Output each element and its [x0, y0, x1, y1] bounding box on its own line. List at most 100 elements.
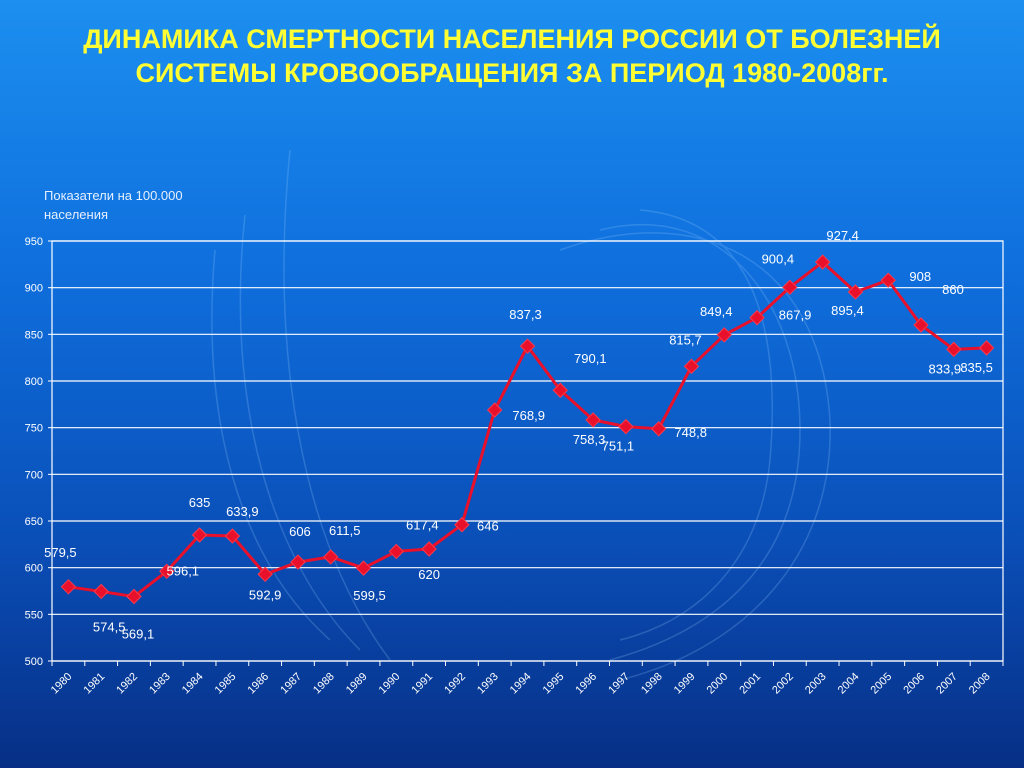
x-tick-label: 1980 — [49, 671, 75, 697]
data-label: 751,1 — [602, 439, 635, 454]
data-point — [978, 340, 995, 356]
chart-title: ДИНАМИКА СМЕРТНОСТИ НАСЕЛЕНИЯ РОССИИ ОТ … — [83, 24, 941, 88]
data-point — [323, 549, 339, 565]
data-label: 617,4 — [406, 517, 439, 532]
data-point — [749, 309, 765, 326]
y-axis-ticks: 500 550 600 650 700 750 800 850 900 950 — [25, 236, 43, 668]
data-point — [191, 527, 208, 543]
y-tick-label: 950 — [25, 236, 43, 248]
data-label: 635 — [189, 495, 211, 510]
data-point — [224, 528, 241, 544]
data-point — [355, 560, 372, 576]
y-axis-label: Показатели на 100.000 населения — [44, 188, 183, 222]
data-label: 611,5 — [329, 523, 361, 538]
data-point — [60, 579, 77, 595]
data-label: 599,5 — [353, 588, 386, 603]
data-point — [519, 338, 536, 354]
data-label: 837,3 — [509, 307, 542, 322]
y-tick-label: 800 — [25, 376, 43, 388]
x-tick-label: 1999 — [672, 671, 698, 697]
x-tick-label: 1986 — [245, 671, 271, 697]
y-tick-label: 750 — [25, 423, 43, 435]
data-label: 569,1 — [122, 627, 155, 642]
x-tick-label: 1996 — [573, 671, 599, 697]
data-label: 900,4 — [762, 251, 795, 266]
data-point — [421, 541, 437, 557]
data-point — [683, 358, 700, 375]
data-label: 815,7 — [669, 332, 702, 347]
data-label: 633,9 — [226, 504, 259, 519]
data-point — [93, 583, 109, 600]
data-point — [126, 588, 142, 605]
data-label: 927,4 — [826, 228, 859, 243]
data-label: 867,9 — [779, 308, 812, 323]
y-tick-label: 650 — [25, 516, 43, 528]
data-label: 895,4 — [831, 303, 864, 318]
data-point — [159, 563, 175, 580]
x-tick-label: 1987 — [278, 671, 304, 697]
x-tick-label: 1990 — [377, 671, 403, 697]
y-tick-label: 850 — [25, 329, 43, 341]
data-label: 620 — [418, 567, 440, 582]
x-tick-label: 2002 — [770, 671, 796, 697]
x-tick-label: 1984 — [180, 671, 206, 697]
data-point — [486, 402, 503, 418]
data-point — [847, 284, 864, 300]
x-tick-label: 1998 — [639, 671, 665, 697]
x-tick-label: 1994 — [508, 671, 534, 697]
data-point — [716, 327, 732, 343]
data-label: 574,5 — [93, 619, 126, 634]
data-label: 592,9 — [249, 587, 282, 602]
x-axis-ticks: 1980 1981 1982 1983 1984 1985 1986 1987 1988 1989… — [49, 671, 993, 697]
data-point — [782, 279, 798, 296]
data-point — [257, 566, 273, 583]
x-tick-label: 1997 — [606, 671, 632, 697]
gridlines — [48, 240, 1004, 666]
x-tick-label: 2003 — [803, 671, 829, 697]
background-decoration — [211, 149, 831, 681]
x-tick-label: 1988 — [311, 671, 337, 697]
data-point — [290, 554, 306, 570]
data-label: 849,4 — [700, 304, 733, 319]
data-point — [618, 418, 634, 435]
data-point — [880, 272, 896, 288]
x-tick-label: 2004 — [836, 671, 862, 697]
data-label: 596,1 — [167, 563, 200, 578]
data-point — [454, 517, 470, 533]
x-tick-label: 1982 — [114, 671, 140, 697]
data-markers — [60, 254, 995, 605]
data-label: 835,5 — [960, 360, 993, 375]
x-tick-label: 2005 — [869, 671, 895, 697]
data-label: 768,9 — [512, 408, 545, 423]
data-label: 646 — [477, 519, 499, 534]
data-label: 606 — [289, 524, 311, 539]
data-label: 790,1 — [574, 351, 607, 366]
y-tick-label: 500 — [25, 656, 43, 668]
y-tick-label: 550 — [25, 609, 43, 621]
x-tick-label: 1985 — [213, 671, 239, 697]
x-tick-label: 1992 — [442, 671, 468, 697]
data-point — [585, 412, 601, 428]
x-tick-label: 1989 — [344, 671, 370, 697]
data-point — [913, 317, 929, 333]
x-tick-label: 2006 — [901, 671, 927, 697]
data-point — [814, 254, 831, 270]
x-tick-label: 1983 — [147, 671, 173, 697]
data-label: 758,3 — [573, 432, 606, 447]
x-tick-label: 1995 — [541, 671, 567, 697]
x-tick-label: 2000 — [705, 671, 731, 697]
y-tick-label: 600 — [25, 563, 43, 575]
data-label: 748,8 — [674, 425, 707, 440]
x-tick-label: 1991 — [409, 671, 435, 697]
data-label: 908 — [909, 269, 931, 284]
y-tick-label: 900 — [25, 283, 43, 295]
data-label: 833,9 — [929, 361, 962, 376]
data-point — [650, 421, 667, 437]
data-point — [946, 341, 962, 358]
x-tick-label: 2001 — [737, 671, 763, 697]
data-label: 579,5 — [44, 545, 77, 560]
y-tick-label: 700 — [25, 469, 43, 481]
x-tick-label: 2007 — [934, 671, 960, 697]
